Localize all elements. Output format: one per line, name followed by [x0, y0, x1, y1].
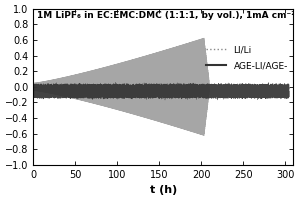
X-axis label: t (h): t (h)	[150, 185, 177, 195]
Text: 1M LiPF₆ in EC:EMC:DMC (1:1:1, by vol.), 1mA cm⁻², 1mA hcn: 1M LiPF₆ in EC:EMC:DMC (1:1:1, by vol.),…	[37, 11, 300, 20]
Legend: LI/Li, AGE-LI/AGE-: LI/Li, AGE-LI/AGE-	[203, 41, 292, 74]
